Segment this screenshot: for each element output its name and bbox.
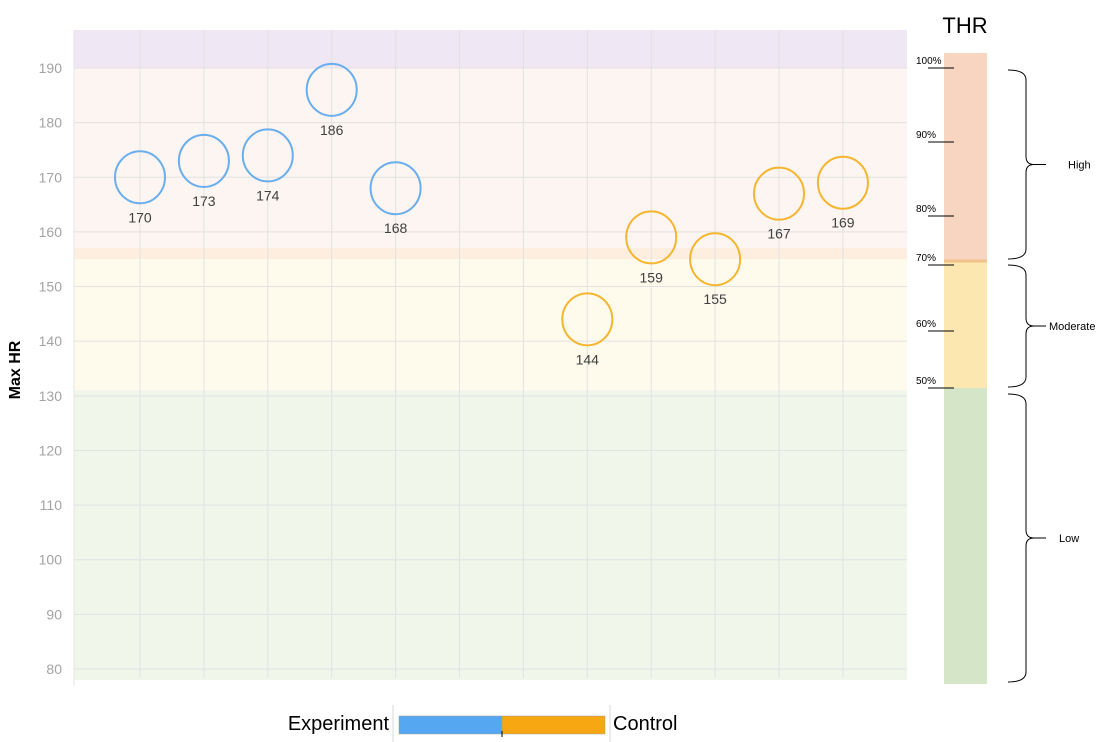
gridlines	[73, 30, 907, 686]
zone-band	[74, 248, 907, 260]
thr-zone-label: Low	[1059, 533, 1079, 545]
data-point-circle	[177, 133, 230, 188]
y-tick-label: 150	[39, 279, 63, 295]
data-point-circle	[305, 62, 358, 117]
data-label: 169	[831, 215, 855, 231]
thr-percent-label: 60%	[916, 319, 936, 330]
data-label: 168	[384, 220, 408, 236]
legend-experiment-swatch	[398, 715, 503, 735]
thr-percent-label: 80%	[916, 204, 936, 215]
data-point-circle	[625, 210, 678, 265]
y-tick-label: 180	[39, 115, 63, 131]
thr-zone-bar	[944, 388, 987, 684]
data-point-circle	[753, 166, 805, 221]
data-label: 186	[320, 122, 344, 138]
data-points: 170 173 174 186 168 144 159 155 167 169	[114, 62, 869, 367]
y-tick-label: 130	[39, 388, 63, 404]
data-label: 174	[256, 187, 280, 203]
data-point-circle	[689, 232, 742, 287]
zone-band	[74, 259, 907, 391]
zone-brace	[1007, 393, 1035, 683]
y-tick-label: 100	[39, 552, 63, 568]
data-label: 170	[128, 209, 152, 225]
data-label: 167	[767, 226, 791, 242]
legend-control-label: Control	[613, 713, 677, 735]
thr-panel: 100% 90% 80% 70% 60% 50% High Moderate Low	[916, 53, 1095, 684]
y-axis-ticks: 80 90 100 110 120 130 140 150 160 170 180 190	[39, 60, 63, 677]
y-tick-label: 120	[39, 442, 63, 458]
data-label: 144	[576, 351, 600, 367]
thr-zone-label: High	[1068, 160, 1091, 172]
thr-percent-label: 100%	[916, 56, 942, 67]
zone-brace	[1007, 264, 1035, 388]
data-label: 173	[192, 193, 216, 209]
zone-band	[74, 390, 907, 680]
thr-percent-label: 70%	[916, 253, 936, 264]
y-tick-label: 140	[39, 333, 63, 349]
y-tick-label: 90	[46, 606, 62, 622]
zone-brace	[1007, 69, 1035, 260]
thr-zone-bar	[944, 260, 987, 388]
zone-band	[74, 68, 907, 254]
data-label: 159	[640, 269, 664, 285]
y-tick-label: 170	[39, 169, 63, 185]
y-tick-label: 190	[39, 60, 63, 76]
legend-control-swatch	[501, 715, 606, 735]
thr-zone-label: Moderate	[1049, 321, 1095, 333]
legend: Experiment Control	[288, 705, 677, 742]
thr-percent-label: 50%	[916, 376, 936, 387]
data-label: 155	[703, 291, 727, 307]
thr-percent-label: 90%	[916, 130, 936, 141]
y-tick-label: 110	[40, 497, 63, 513]
data-point-circle	[114, 150, 166, 205]
y-tick-label: 160	[39, 224, 63, 240]
thr-title: THR	[942, 13, 987, 38]
data-point-circle	[241, 128, 294, 183]
y-tick-label: 80	[46, 661, 62, 677]
data-point-circle	[561, 292, 614, 347]
zone-band	[74, 30, 907, 68]
y-axis-label: Max HR	[7, 340, 24, 399]
data-point-circle	[369, 161, 422, 216]
thr-zone-bar	[944, 53, 987, 260]
legend-experiment-label: Experiment	[288, 713, 390, 735]
hr-zone-bands	[74, 30, 907, 680]
data-point-circle	[816, 155, 869, 210]
